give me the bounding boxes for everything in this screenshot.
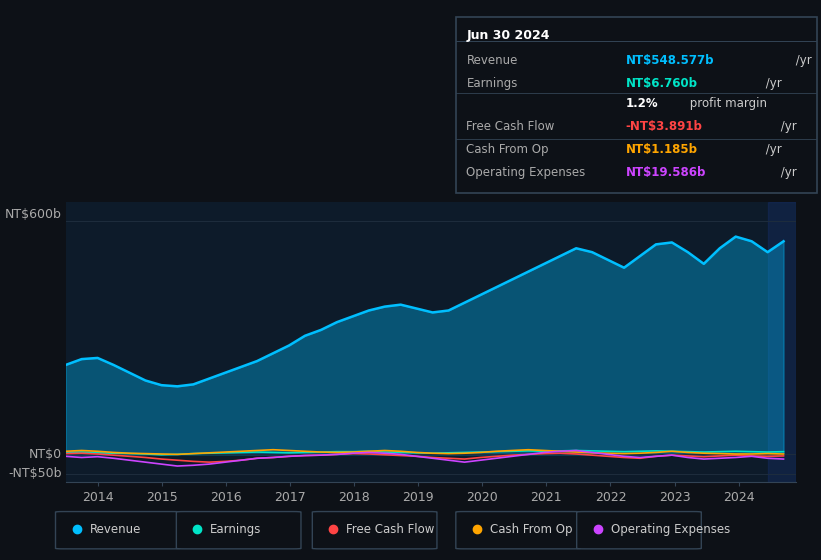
- Text: Earnings: Earnings: [466, 77, 518, 90]
- Text: NT$19.586b: NT$19.586b: [626, 166, 706, 179]
- Text: Operating Expenses: Operating Expenses: [466, 166, 585, 179]
- Text: NT$548.577b: NT$548.577b: [626, 54, 714, 67]
- Text: -NT$3.891b: -NT$3.891b: [626, 120, 702, 133]
- FancyBboxPatch shape: [576, 512, 701, 549]
- Text: /yr: /yr: [762, 143, 782, 156]
- Text: Revenue: Revenue: [466, 54, 518, 67]
- Text: 1.2%: 1.2%: [626, 97, 658, 110]
- Text: Revenue: Revenue: [89, 522, 141, 536]
- FancyBboxPatch shape: [56, 512, 180, 549]
- Text: /yr: /yr: [762, 77, 782, 90]
- Text: NT$600b: NT$600b: [5, 208, 62, 221]
- FancyBboxPatch shape: [177, 512, 301, 549]
- FancyBboxPatch shape: [312, 512, 437, 549]
- Text: -NT$50b: -NT$50b: [8, 468, 62, 480]
- Text: NT$0: NT$0: [29, 448, 62, 461]
- Text: Jun 30 2024: Jun 30 2024: [466, 29, 550, 42]
- Text: Cash From Op: Cash From Op: [490, 522, 572, 536]
- Text: /yr: /yr: [777, 166, 797, 179]
- Text: /yr: /yr: [777, 120, 797, 133]
- Text: /yr: /yr: [792, 54, 812, 67]
- Text: profit margin: profit margin: [686, 97, 767, 110]
- FancyBboxPatch shape: [456, 512, 580, 549]
- Text: Free Cash Flow: Free Cash Flow: [346, 522, 434, 536]
- Text: NT$1.185b: NT$1.185b: [626, 143, 697, 156]
- Text: Earnings: Earnings: [210, 522, 262, 536]
- Bar: [768, 202, 796, 482]
- Text: Operating Expenses: Operating Expenses: [611, 522, 730, 536]
- Text: NT$6.760b: NT$6.760b: [626, 77, 697, 90]
- Text: Cash From Op: Cash From Op: [466, 143, 549, 156]
- Text: Free Cash Flow: Free Cash Flow: [466, 120, 555, 133]
